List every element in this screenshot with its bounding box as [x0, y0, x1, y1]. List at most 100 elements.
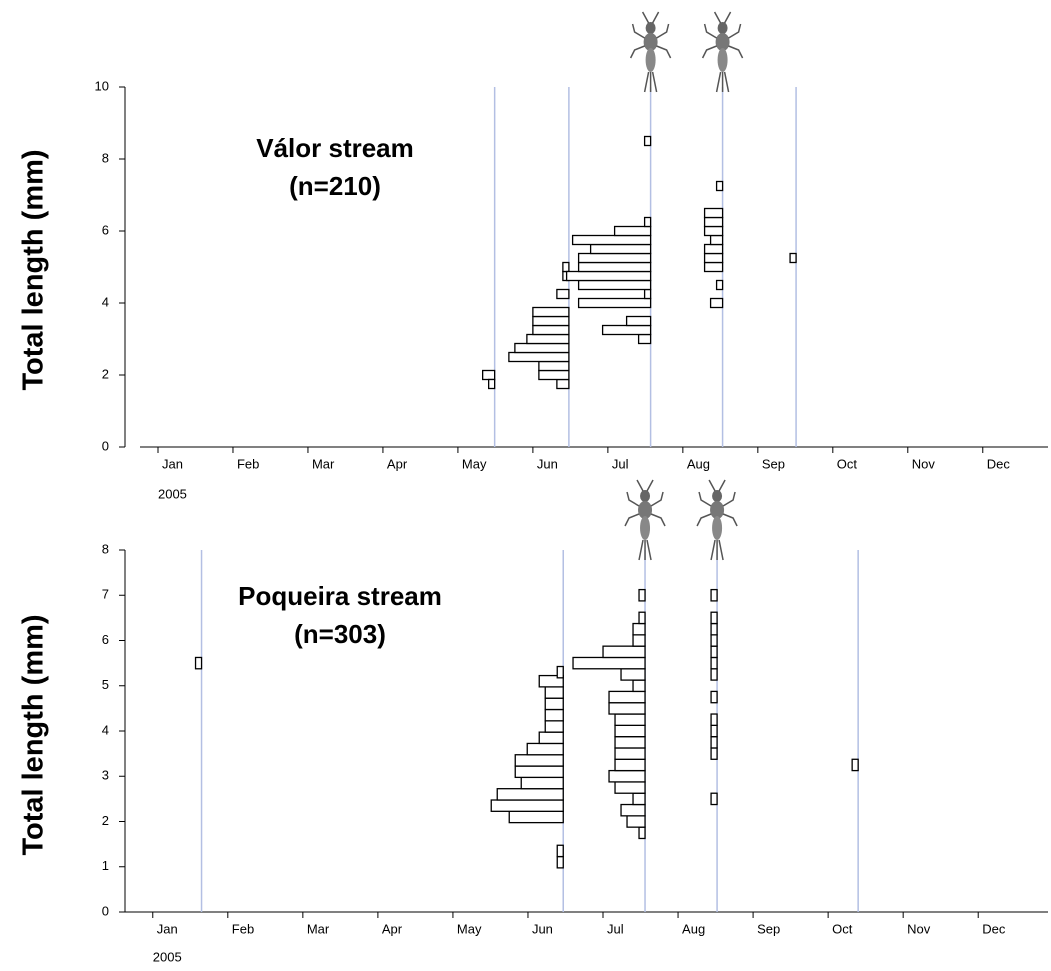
- insect-icon: [701, 11, 744, 93]
- x-tick-label: Dec: [987, 456, 1011, 471]
- length-bar: [538, 731, 564, 745]
- y-tick-label: 3: [102, 768, 109, 783]
- length-bar: [710, 622, 718, 636]
- length-bar: [589, 243, 652, 255]
- length-bar: [703, 225, 724, 237]
- length-bar: [632, 634, 646, 647]
- length-bar: [632, 679, 646, 693]
- length-bar: [632, 792, 646, 806]
- length-bar: [577, 261, 652, 273]
- length-bar: [620, 803, 646, 817]
- length-bar: [643, 288, 652, 300]
- length-bar: [601, 324, 652, 336]
- y-tick-label: 6: [102, 222, 109, 237]
- x-tick-label: Jul: [607, 921, 624, 936]
- length-bar: [514, 754, 564, 767]
- y-tick-label: 4: [102, 722, 109, 737]
- length-bar: [710, 713, 718, 726]
- length-bar: [620, 668, 646, 681]
- length-bar: [715, 180, 724, 192]
- length-bar: [710, 668, 718, 681]
- length-bar: [514, 765, 564, 779]
- x-tick-label: Feb: [232, 921, 254, 936]
- length-bar: [544, 697, 564, 711]
- panel: Total length (mm) Válor stream (n=210) 0 2 4 6…: [18, 11, 1048, 501]
- x-tick-label: Nov: [912, 456, 936, 471]
- length-bar: [710, 656, 718, 670]
- length-bar: [614, 781, 646, 794]
- y-tick-label: 6: [102, 632, 109, 647]
- length-bar: [710, 690, 718, 704]
- length-bar: [538, 360, 570, 372]
- length-bar: [602, 645, 646, 659]
- x-tick-label: Dec: [982, 921, 1006, 936]
- x-tick-label: Feb: [237, 456, 259, 471]
- length-bar: [526, 333, 570, 345]
- length-bar: [710, 634, 718, 647]
- panel-subtitle: (n=210): [289, 171, 381, 201]
- length-bar: [614, 713, 646, 726]
- length-bar: [710, 611, 718, 625]
- x-tick-label: Oct: [837, 456, 858, 471]
- length-bar: [556, 288, 570, 300]
- length-bar: [565, 270, 652, 282]
- x-tick-label: Nov: [907, 921, 931, 936]
- length-bar: [638, 588, 646, 602]
- length-bar: [608, 769, 646, 783]
- y-tick-label: 7: [102, 587, 109, 602]
- panel-subtitle: (n=303): [294, 619, 386, 649]
- x-tick-label: Oct: [832, 921, 853, 936]
- y-tick-label: 8: [102, 541, 109, 556]
- length-bar: [851, 758, 859, 772]
- length-bar: [614, 747, 646, 760]
- length-bar: [544, 708, 564, 722]
- length-bar: [614, 736, 646, 749]
- length-bar: [556, 844, 564, 858]
- length-bar: [608, 702, 646, 715]
- length-bar: [608, 690, 646, 704]
- length-bar: [577, 279, 652, 291]
- length-bar: [496, 788, 564, 801]
- x-tick-label: Mar: [312, 456, 335, 471]
- length-bar: [710, 747, 718, 760]
- length-bar: [789, 252, 797, 264]
- x-tick-label: Sep: [757, 921, 780, 936]
- length-bar: [709, 297, 724, 309]
- length-bar: [520, 776, 564, 790]
- panel-title: Válor stream: [256, 133, 414, 163]
- x-tick-label: Apr: [382, 921, 403, 936]
- length-bar: [710, 588, 718, 602]
- length-bar: [637, 333, 652, 345]
- length-bar: [626, 815, 646, 828]
- x-sublabel: 2005: [153, 949, 182, 964]
- length-bar: [703, 216, 724, 228]
- length-bar: [538, 369, 570, 381]
- insect-icon: [629, 11, 672, 93]
- x-tick-label: Jan: [162, 456, 183, 471]
- length-bar: [703, 252, 724, 264]
- length-bar: [710, 724, 718, 738]
- panel: Total length (mm) Poqueira stream (n=303) 0…: [18, 479, 1048, 964]
- length-bar: [508, 351, 570, 363]
- length-bar: [532, 315, 570, 327]
- x-tick-label: Aug: [687, 456, 710, 471]
- y-tick-label: 5: [102, 677, 109, 692]
- x-tick-label: Sep: [762, 456, 785, 471]
- length-bar: [710, 645, 718, 659]
- length-bar: [556, 378, 570, 390]
- length-bar: [643, 216, 652, 228]
- y-tick-label: 0: [102, 438, 109, 453]
- y-tick-label: 10: [95, 78, 109, 93]
- length-bar: [625, 315, 652, 327]
- length-bar: [571, 234, 652, 246]
- y-tick-label: 2: [102, 366, 109, 381]
- x-tick-label: Jun: [532, 921, 553, 936]
- length-bar: [614, 758, 646, 772]
- length-bar: [532, 306, 570, 318]
- y-axis-label: Total length (mm): [18, 614, 50, 855]
- y-tick-label: 0: [102, 903, 109, 918]
- length-bar: [703, 243, 724, 255]
- x-tick-label: May: [462, 456, 487, 471]
- length-bar: [715, 279, 724, 291]
- length-bar: [556, 665, 564, 679]
